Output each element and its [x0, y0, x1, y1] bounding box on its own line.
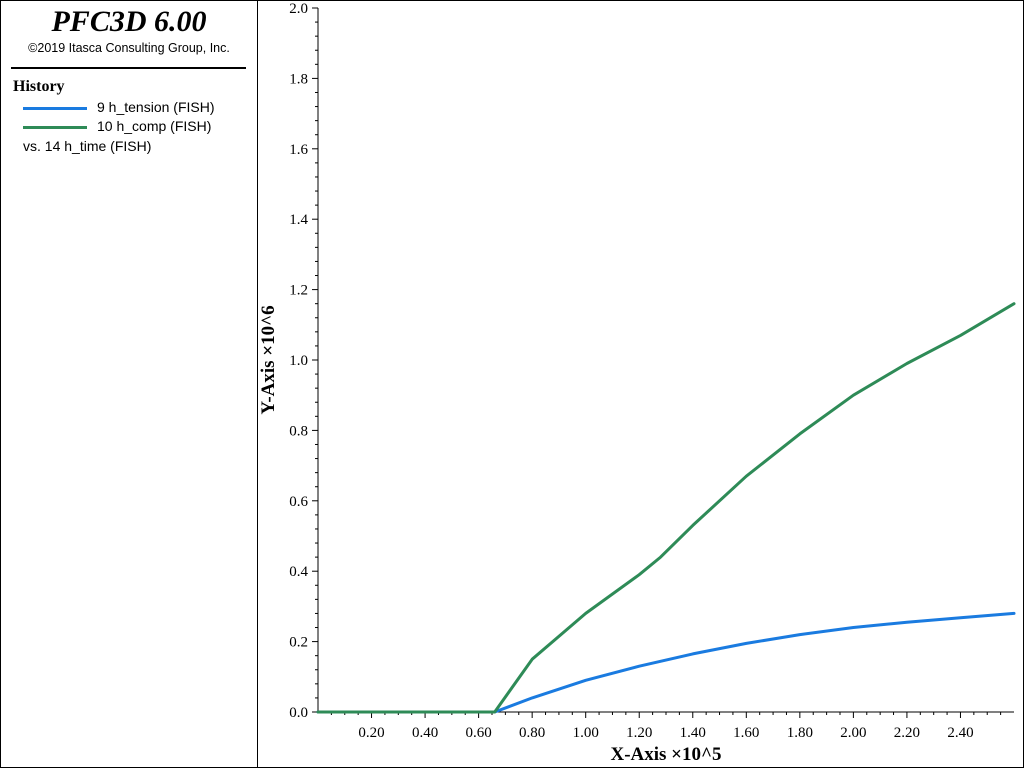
y-tick-label: 1.4 [289, 212, 308, 228]
x-tick-label: 1.60 [733, 725, 759, 741]
y-axis-title: Y-Axis ×10^6 [258, 305, 279, 414]
series-line-tension [316, 611, 1016, 714]
y-tick-label: 1.2 [289, 283, 308, 299]
x-tick-label: 0.40 [412, 725, 438, 741]
x-tick-label: 0.60 [465, 725, 491, 741]
y-tick-label: 0.8 [289, 423, 308, 439]
x-tick-label: 0.20 [358, 725, 384, 741]
series-line-comp [316, 302, 1016, 714]
y-tick-label: 0.6 [289, 494, 308, 510]
legend-label-tension: 9 h_tension (FISH) [97, 99, 215, 115]
legend-swatch-comp [23, 126, 87, 129]
history-heading: History [13, 78, 65, 95]
legend-swatch-tension [23, 107, 87, 110]
y-tick-label: 0.2 [289, 635, 308, 651]
y-tick-label: 0.0 [289, 705, 308, 721]
x-tick-label: 1.80 [787, 725, 813, 741]
app-title: PFC3D 6.00 [51, 5, 207, 38]
x-tick-label: 0.80 [519, 725, 545, 741]
y-tick-label: 2.0 [289, 1, 308, 17]
legend-label-comp: 10 h_comp (FISH) [97, 118, 212, 134]
x-tick-label: 2.40 [947, 725, 973, 741]
y-tick-label: 0.4 [289, 564, 308, 580]
x-tick-label: 2.00 [840, 725, 866, 741]
y-tick-label: 1.0 [289, 353, 308, 369]
title-divider [11, 67, 246, 69]
y-tick-label: 1.8 [289, 71, 308, 87]
y-tick-label: 1.6 [289, 142, 308, 158]
legend-panel: PFC3D 6.00 ©2019 Itasca Consulting Group… [1, 1, 258, 767]
copyright-text: ©2019 Itasca Consulting Group, Inc. [28, 41, 230, 55]
x-tick-label: 1.40 [680, 725, 706, 741]
x-tick-label: 1.20 [626, 725, 652, 741]
x-axis-title: X-Axis ×10^5 [610, 744, 721, 765]
x-tick-label: 1.00 [573, 725, 599, 741]
x-variable-label: vs. 14 h_time (FISH) [23, 138, 152, 154]
x-tick-label: 2.20 [894, 725, 920, 741]
